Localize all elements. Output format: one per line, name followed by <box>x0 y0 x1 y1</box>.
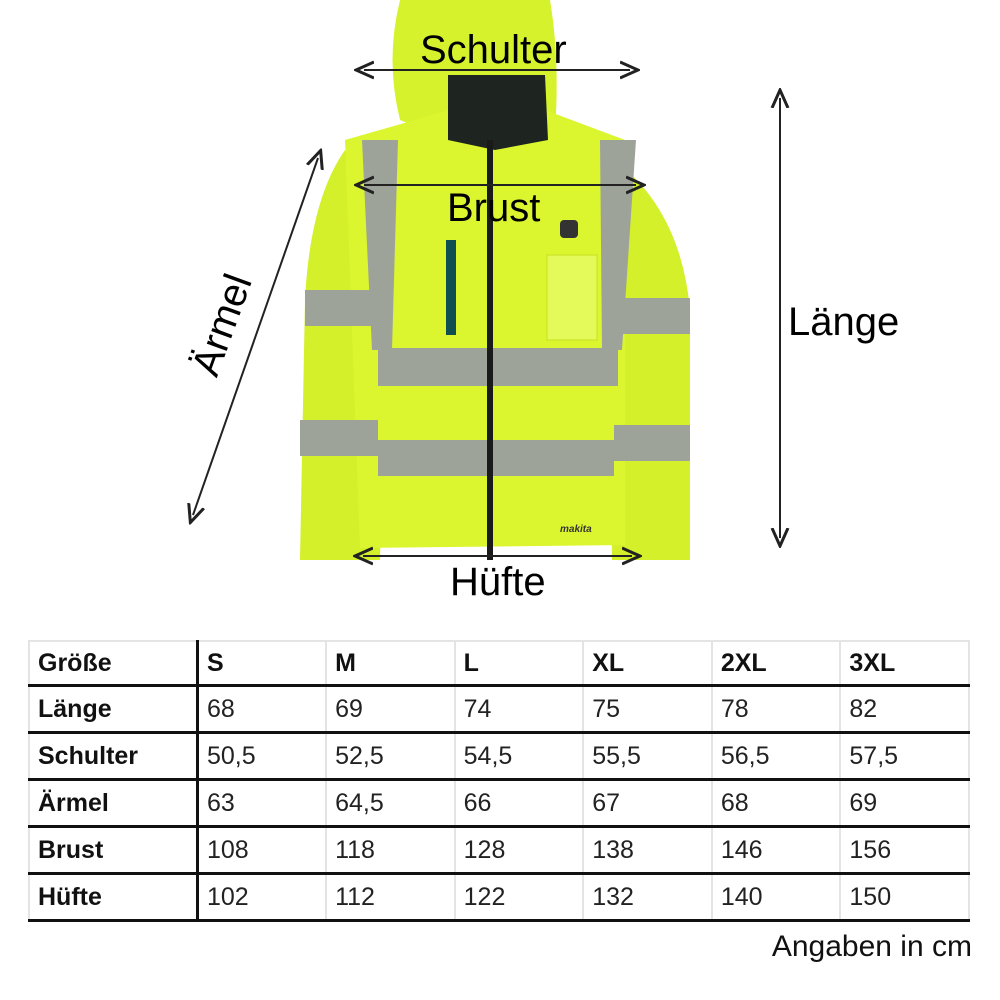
table-row: Länge 68 69 74 75 78 82 <box>29 685 970 734</box>
table-cell: 146 <box>711 826 842 875</box>
table-cell: 57,5 <box>840 732 970 781</box>
table-cell: 112 <box>326 873 456 922</box>
jacket-illustration: makita <box>0 0 1000 620</box>
table-cell: 108 <box>197 826 328 875</box>
table-cell: 56,5 <box>711 732 842 781</box>
table-cell: 140 <box>711 873 842 922</box>
row-label: Ärmel <box>29 779 199 828</box>
table-cell: 68 <box>197 685 328 734</box>
id-pocket <box>546 254 598 341</box>
table-cell: 69 <box>326 685 456 734</box>
table-cell: 50,5 <box>197 732 328 781</box>
table-header-cell: M <box>326 641 456 687</box>
row-label: Schulter <box>29 732 199 781</box>
row-label: Hüfte <box>29 873 199 922</box>
table-cell: 74 <box>454 685 585 734</box>
chest-label: Brust <box>447 186 541 230</box>
table-row: Hüfte 102 112 122 132 140 150 <box>29 873 970 922</box>
table-cell: 138 <box>583 826 713 875</box>
table-cell: 128 <box>454 826 585 875</box>
table-header-cell: 2XL <box>711 641 842 687</box>
size-table: Größe S M L XL 2XL 3XL Länge 68 69 74 75 78 82… <box>28 640 970 922</box>
table-cell: 82 <box>840 685 970 734</box>
table-header-cell: Größe <box>29 641 199 687</box>
table-cell: 102 <box>197 873 328 922</box>
table-cell: 68 <box>711 779 842 828</box>
table-cell: 69 <box>840 779 970 828</box>
table-cell: 156 <box>840 826 970 875</box>
table-cell: 63 <box>197 779 328 828</box>
jacket-body <box>345 110 625 548</box>
table-cell: 54,5 <box>454 732 585 781</box>
power-button-icon <box>560 220 578 238</box>
shoulder-label: Schulter <box>420 28 567 72</box>
table-header-cell: L <box>454 641 585 687</box>
row-label: Brust <box>29 826 199 875</box>
table-cell: 150 <box>840 873 970 922</box>
chest-pocket-zip <box>446 240 456 335</box>
table-cell: 132 <box>583 873 713 922</box>
table-header-cell: 3XL <box>840 641 970 687</box>
table-header-cell: S <box>197 641 328 687</box>
row-label: Länge <box>29 685 199 734</box>
table-header-cell: XL <box>583 641 713 687</box>
collar <box>448 75 548 150</box>
table-cell: 75 <box>583 685 713 734</box>
table-row: Brust 108 118 128 138 146 156 <box>29 826 970 875</box>
table-cell: 78 <box>711 685 842 734</box>
table-row: Schulter 50,5 52,5 54,5 55,5 56,5 57,5 <box>29 732 970 781</box>
table-cell: 122 <box>454 873 585 922</box>
logo: makita <box>560 524 592 535</box>
table-row: Ärmel 63 64,5 66 67 68 69 <box>29 779 970 828</box>
table-cell: 64,5 <box>326 779 456 828</box>
table-cell: 55,5 <box>583 732 713 781</box>
table-cell: 52,5 <box>326 732 456 781</box>
units-note: Angaben in cm <box>771 930 972 963</box>
table-header-row: Größe S M L XL 2XL 3XL <box>29 641 970 687</box>
sleeve-arrow <box>193 158 318 515</box>
table-cell: 67 <box>583 779 713 828</box>
table-cell: 66 <box>454 779 585 828</box>
hip-label: Hüfte <box>450 560 546 604</box>
length-label: Länge <box>788 300 900 344</box>
table-cell: 118 <box>326 826 456 875</box>
